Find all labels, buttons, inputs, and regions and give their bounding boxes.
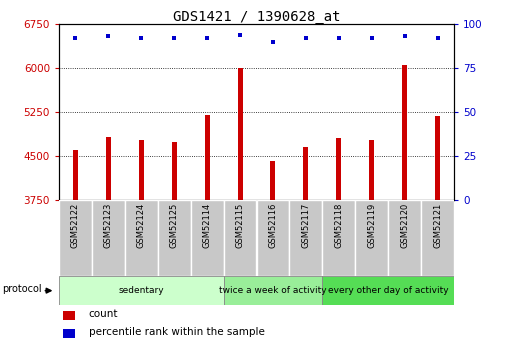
Point <box>334 36 343 41</box>
Bar <box>224 200 256 276</box>
Bar <box>369 140 374 200</box>
Text: GSM52120: GSM52120 <box>400 203 409 248</box>
Bar <box>224 276 322 305</box>
Text: twice a week of activity: twice a week of activity <box>219 286 327 295</box>
Text: GSM52118: GSM52118 <box>334 203 343 248</box>
Bar <box>356 200 388 276</box>
Point <box>236 32 244 38</box>
Bar <box>191 200 224 276</box>
Text: every other day of activity: every other day of activity <box>328 286 448 295</box>
Text: GDS1421 / 1390628_at: GDS1421 / 1390628_at <box>173 10 340 24</box>
Text: GSM52125: GSM52125 <box>170 203 179 248</box>
Bar <box>270 161 275 200</box>
Bar <box>289 200 322 276</box>
Text: GSM52119: GSM52119 <box>367 203 376 248</box>
Bar <box>63 311 75 320</box>
Bar <box>172 142 176 200</box>
Text: GSM52117: GSM52117 <box>301 203 310 248</box>
Point <box>170 36 179 41</box>
Bar <box>139 140 144 200</box>
Bar <box>337 138 341 200</box>
Text: percentile rank within the sample: percentile rank within the sample <box>89 327 265 337</box>
Bar <box>205 115 210 200</box>
Point <box>203 36 211 41</box>
Text: GSM52121: GSM52121 <box>433 203 442 248</box>
Bar <box>92 200 125 276</box>
Point <box>269 39 277 45</box>
Point <box>71 36 80 41</box>
Bar <box>256 200 289 276</box>
Bar <box>125 200 157 276</box>
Bar <box>402 65 407 200</box>
Point <box>302 36 310 41</box>
Text: count: count <box>89 309 118 319</box>
Text: GSM52116: GSM52116 <box>268 203 278 248</box>
Bar <box>322 200 355 276</box>
Text: protocol: protocol <box>3 284 42 294</box>
Bar <box>388 200 421 276</box>
Point <box>368 36 376 41</box>
Bar <box>158 200 191 276</box>
Text: GSM52124: GSM52124 <box>137 203 146 248</box>
Point <box>104 34 112 39</box>
Bar <box>322 276 454 305</box>
Point <box>137 36 145 41</box>
Bar <box>303 147 308 200</box>
Text: sedentary: sedentary <box>119 286 164 295</box>
Bar <box>238 68 243 200</box>
Bar <box>106 137 111 200</box>
Bar <box>59 200 92 276</box>
Text: GSM52123: GSM52123 <box>104 203 113 248</box>
Text: GSM52115: GSM52115 <box>235 203 245 248</box>
Text: GSM52122: GSM52122 <box>71 203 80 248</box>
Bar <box>59 276 224 305</box>
Point <box>433 36 442 41</box>
Bar <box>435 116 440 200</box>
Point <box>401 34 409 39</box>
Bar <box>63 329 75 338</box>
Bar <box>421 200 454 276</box>
Bar <box>73 150 78 200</box>
Text: GSM52114: GSM52114 <box>203 203 212 248</box>
